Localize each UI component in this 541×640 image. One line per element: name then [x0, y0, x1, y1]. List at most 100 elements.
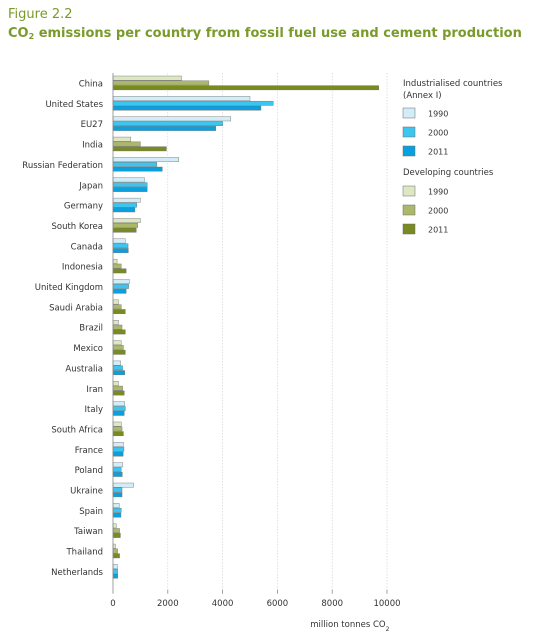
bar	[112, 258, 118, 264]
legend-entry-industrialised: 2011	[428, 148, 448, 157]
bars	[112, 75, 379, 579]
category-label: India	[82, 141, 103, 151]
bar	[112, 492, 123, 498]
bar	[112, 80, 210, 86]
bar	[112, 573, 118, 579]
category-label: France	[75, 446, 103, 456]
legend-entry-developing: 2000	[428, 207, 448, 216]
bar	[112, 182, 148, 188]
bar	[112, 385, 123, 391]
bar	[112, 227, 137, 233]
category-label: Russian Federation	[22, 161, 103, 171]
bar	[112, 141, 141, 147]
category-label: United States	[45, 100, 103, 110]
bar	[112, 365, 123, 371]
x-tick-label: 2000	[157, 599, 179, 609]
bar	[112, 105, 262, 111]
bar	[112, 161, 158, 167]
legend-title-developing: Developing countries	[403, 168, 494, 178]
legend-title-industrialised: Industrialised countries	[403, 79, 503, 89]
category-label: Mexico	[73, 344, 103, 354]
legend-swatch-developing	[402, 185, 416, 197]
category-label: South Korea	[51, 222, 103, 232]
bar	[112, 100, 274, 106]
bar	[112, 451, 124, 457]
category-label: Netherlands	[51, 568, 103, 578]
bar	[112, 279, 130, 285]
x-tick-label: 0	[110, 599, 115, 609]
bar	[112, 512, 122, 518]
bar	[112, 487, 123, 493]
category-label: Saudi Arabia	[49, 303, 103, 313]
bar	[112, 507, 122, 513]
bar	[112, 304, 122, 310]
legend-entry-developing: 1990	[428, 188, 448, 197]
bar	[112, 553, 120, 559]
x-tick-label: 10000	[373, 599, 400, 609]
bar	[112, 238, 126, 244]
category-label: South Africa	[51, 425, 103, 435]
bar	[112, 223, 138, 228]
bar	[112, 116, 232, 122]
bar	[112, 472, 123, 477]
bar	[112, 569, 118, 574]
bar	[112, 503, 120, 508]
bar	[112, 390, 125, 396]
category-label: Indonesia	[62, 263, 103, 273]
bar	[112, 421, 122, 427]
legend-swatch-developing	[402, 204, 416, 216]
bar	[112, 442, 124, 447]
bar	[112, 426, 123, 432]
category-label: Canada	[71, 242, 103, 252]
bar	[112, 207, 136, 213]
category-label: Brazil	[79, 324, 103, 334]
bar	[112, 564, 118, 569]
category-label: Italy	[85, 405, 103, 415]
bar	[112, 136, 132, 142]
bar	[112, 324, 123, 330]
legend-title-industrialised-sub: (Annex I)	[403, 91, 442, 101]
legend-swatch-industrialised	[402, 107, 416, 119]
category-label: Australia	[65, 364, 103, 374]
bar	[112, 533, 121, 538]
bar	[112, 85, 379, 91]
bar	[112, 349, 126, 355]
category-label: United Kingdom	[35, 283, 103, 293]
bar	[112, 75, 182, 81]
bar	[112, 166, 163, 172]
legend-swatch-industrialised	[402, 126, 416, 138]
bar	[112, 523, 117, 529]
bar	[112, 197, 141, 203]
bar	[112, 401, 125, 407]
bar	[112, 446, 125, 452]
legend-swatch-developing	[402, 223, 416, 235]
category-label: Poland	[75, 466, 103, 476]
bar	[112, 177, 145, 183]
category-label: Taiwan	[73, 527, 103, 537]
bar	[112, 381, 119, 386]
figure-label: Figure 2.2	[8, 7, 73, 22]
bar	[112, 202, 138, 208]
category-label: Germany	[64, 202, 103, 212]
bar	[112, 360, 121, 366]
bar	[112, 288, 127, 294]
bar	[112, 248, 129, 253]
x-tick-label: 8000	[321, 599, 343, 609]
category-label: Ukraine	[70, 487, 103, 497]
category-labels: China United States EU27 India Russian Feder…	[22, 80, 103, 578]
bar	[112, 340, 122, 346]
bar	[112, 263, 122, 269]
x-axis-label: million tonnes CO2	[310, 620, 389, 633]
bar	[112, 329, 126, 335]
category-label: Spain	[79, 507, 103, 517]
legend-entry-industrialised: 1990	[428, 110, 448, 119]
bar	[112, 431, 124, 437]
bar	[112, 309, 126, 314]
bar	[112, 96, 251, 101]
category-label: China	[79, 80, 103, 90]
bar	[112, 187, 148, 192]
bar	[112, 126, 216, 131]
bar	[112, 243, 129, 249]
category-label: Japan	[78, 181, 103, 191]
legend-entry-developing: 2011	[428, 226, 448, 235]
